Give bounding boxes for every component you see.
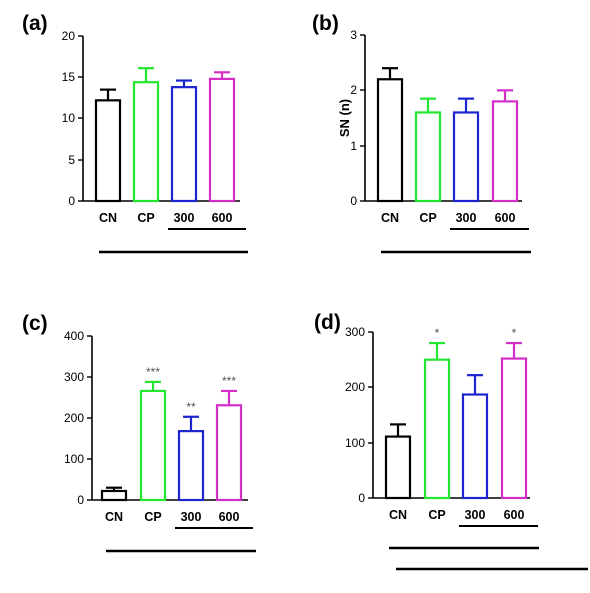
category-label-300: 300 (456, 211, 477, 225)
panel-label-b: (b) (312, 12, 339, 35)
category-label-cn: CN (389, 508, 407, 522)
y-tick-label: 10 (62, 111, 76, 125)
y-tick-label: 300 (64, 370, 84, 384)
y-ticks-d: 0 100 200 300 (345, 325, 373, 505)
bar-600 (215, 404, 243, 502)
bar-cp (139, 389, 167, 502)
bar-cp (414, 111, 442, 203)
bar-300 (177, 430, 205, 502)
bar-600 (491, 100, 519, 203)
significance-mark-300: ** (186, 400, 196, 414)
bar-300 (461, 393, 489, 500)
panel-label-d: (d) (314, 311, 341, 334)
category-label-300: 300 (465, 508, 486, 522)
y-tick-label: 0 (358, 491, 365, 505)
category-label-600: 600 (495, 211, 516, 225)
bars-a (94, 67, 236, 203)
y-tick-label: 100 (345, 436, 365, 450)
category-label-600: 600 (212, 211, 233, 225)
bar-600 (500, 357, 528, 500)
significance-mark-cp: * (435, 326, 440, 340)
bar-300 (170, 86, 198, 203)
y-tick-label: 0 (68, 194, 75, 208)
panel-label-c: (c) (22, 312, 48, 335)
y-tick-label: 2 (350, 83, 357, 97)
y-tick-label: 300 (345, 325, 365, 339)
y-tick-label: 400 (64, 329, 84, 343)
category-label-300: 300 (174, 211, 195, 225)
y-axis-title-b: SN (n) (337, 99, 352, 137)
significance-mark-600: * (512, 326, 517, 340)
y-tick-label: 3 (350, 28, 357, 42)
y-tick-label: 0 (77, 493, 84, 507)
y-tick-label: 1 (350, 139, 357, 153)
panel-c: (c) 0 100 200 300 400 ******** CN CP 300… (22, 312, 256, 553)
category-label-300: 300 (181, 510, 202, 524)
bar-cn (94, 99, 122, 203)
y-ticks-c: 0 100 200 300 400 (64, 329, 92, 507)
category-label-cp: CP (419, 211, 436, 225)
category-label-cp: CP (428, 508, 445, 522)
panel-a: (a) 0 5 10 15 20 CN CP 300 600 (22, 12, 248, 254)
significance-mark-600: *** (222, 374, 236, 388)
bars-b (376, 67, 519, 203)
bars-d: * * (384, 326, 528, 500)
category-label-600: 600 (219, 510, 240, 524)
category-label-cn: CN (381, 211, 399, 225)
y-tick-label: 200 (345, 380, 365, 394)
bar-600 (208, 77, 236, 203)
y-tick-label: 0 (350, 194, 357, 208)
panel-label-a: (a) (22, 12, 48, 35)
y-tick-label: 100 (64, 452, 84, 466)
bar-cn (376, 78, 404, 203)
significance-mark-cp: *** (146, 365, 160, 379)
category-label-600: 600 (504, 508, 525, 522)
category-label-cp: CP (137, 211, 154, 225)
panel-b: (b) SN (n) 0 1 2 3 CN CP 300 600 (312, 12, 531, 254)
y-tick-label: 200 (64, 411, 84, 425)
category-label-cn: CN (105, 510, 123, 524)
y-tick-label: 15 (62, 70, 76, 84)
y-ticks-a: 0 5 10 15 20 (62, 29, 83, 208)
y-ticks-b: 0 1 2 3 (350, 28, 365, 208)
panel-d: (d) 0 100 200 300 * * CN CP 300 600 (314, 311, 588, 571)
category-label-cn: CN (99, 211, 117, 225)
category-label-cp: CP (144, 510, 161, 524)
bar-cp (132, 81, 160, 203)
y-tick-label: 5 (68, 153, 75, 167)
bar-300 (452, 111, 480, 203)
bar-cn (384, 435, 412, 500)
bar-cp (423, 358, 451, 500)
y-tick-label: 20 (62, 29, 76, 43)
bars-c: ******** (100, 365, 243, 502)
bar-cn (100, 489, 128, 502)
